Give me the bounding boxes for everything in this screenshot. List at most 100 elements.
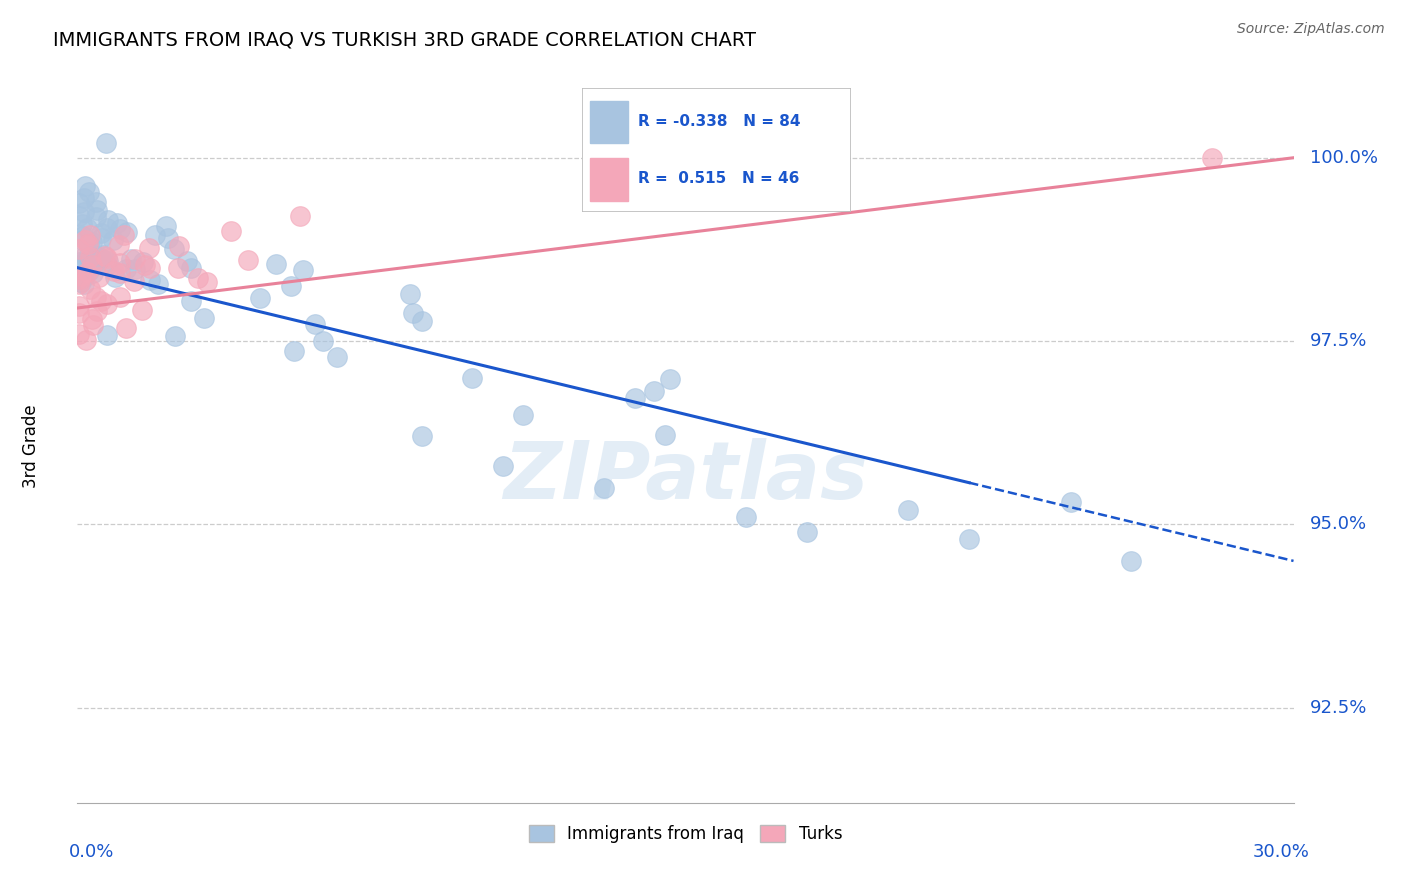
Point: [643, 384, 665, 398]
Text: 95.0%: 95.0%: [1310, 516, 1367, 533]
Point: [399, 287, 422, 301]
Point: [96, 258, 118, 272]
Point: [67, 277, 90, 292]
Point: [77, 264, 100, 278]
Point: [624, 392, 647, 406]
Point: [69, 272, 91, 286]
Point: [91, 248, 114, 262]
Point: [93, 249, 115, 263]
Point: [512, 408, 534, 422]
Point: [187, 271, 209, 285]
Point: [176, 253, 198, 268]
Point: [70, 217, 93, 231]
Point: [90, 231, 112, 245]
Point: [82, 235, 104, 249]
Point: [138, 241, 160, 255]
Point: [72, 256, 94, 270]
Point: [157, 231, 180, 245]
Point: [72, 271, 94, 285]
Point: [84, 195, 107, 210]
Point: [957, 532, 980, 546]
Point: [82, 266, 104, 280]
Point: [411, 429, 433, 443]
Text: 0.0%: 0.0%: [69, 843, 115, 861]
Point: [180, 260, 202, 275]
Point: [73, 205, 96, 219]
Point: [796, 524, 818, 539]
Point: [67, 242, 90, 256]
Point: [304, 317, 326, 331]
Point: [76, 265, 98, 279]
Point: [89, 250, 111, 264]
Point: [96, 221, 118, 235]
Point: [411, 313, 433, 327]
Point: [107, 238, 129, 252]
Point: [86, 304, 108, 318]
Point: [84, 290, 107, 304]
Point: [76, 237, 98, 252]
Point: [115, 225, 138, 239]
Point: [97, 253, 120, 268]
Point: [659, 372, 682, 386]
Point: [167, 238, 190, 252]
Point: [67, 195, 90, 210]
Point: [84, 210, 107, 224]
Point: [79, 228, 101, 243]
Point: [96, 297, 118, 311]
Point: [143, 228, 166, 243]
Point: [221, 224, 243, 238]
Point: [167, 261, 190, 276]
Point: [75, 249, 97, 263]
Point: [264, 257, 287, 271]
Point: [180, 293, 202, 308]
Point: [114, 321, 136, 335]
Point: [897, 502, 920, 516]
Point: [73, 277, 96, 292]
Point: [124, 262, 146, 277]
Point: [67, 326, 90, 341]
Point: [86, 202, 108, 217]
Point: [402, 306, 425, 320]
Point: [134, 258, 156, 272]
Point: [312, 334, 335, 348]
Point: [77, 260, 100, 274]
Text: 30.0%: 30.0%: [1253, 843, 1310, 861]
Point: [326, 350, 349, 364]
Point: [492, 458, 515, 473]
Point: [80, 311, 103, 326]
Point: [79, 250, 101, 264]
Point: [193, 311, 215, 326]
Point: [67, 209, 90, 223]
Point: [131, 303, 153, 318]
Point: [110, 266, 132, 280]
Point: [73, 178, 96, 193]
Point: [77, 236, 100, 251]
Point: [67, 262, 90, 277]
Text: 97.5%: 97.5%: [1310, 332, 1367, 350]
Point: [67, 255, 90, 269]
Point: [1059, 495, 1081, 509]
Point: [75, 233, 97, 247]
Point: [101, 233, 124, 247]
Point: [104, 270, 127, 285]
Point: [90, 251, 112, 265]
Point: [124, 252, 146, 267]
Point: [96, 327, 118, 342]
Point: [70, 233, 93, 247]
Point: [163, 329, 186, 343]
Point: [112, 228, 135, 243]
Point: [87, 269, 110, 284]
Point: [654, 428, 676, 442]
Point: [90, 293, 112, 308]
Point: [593, 481, 616, 495]
Point: [236, 253, 259, 268]
Point: [73, 191, 96, 205]
Point: [461, 371, 484, 385]
Text: Source: ZipAtlas.com: Source: ZipAtlas.com: [1237, 22, 1385, 37]
Point: [69, 272, 91, 286]
Point: [108, 256, 131, 270]
Text: 3rd Grade: 3rd Grade: [22, 404, 39, 488]
Point: [80, 258, 103, 272]
Point: [148, 277, 170, 291]
Point: [1201, 151, 1223, 165]
